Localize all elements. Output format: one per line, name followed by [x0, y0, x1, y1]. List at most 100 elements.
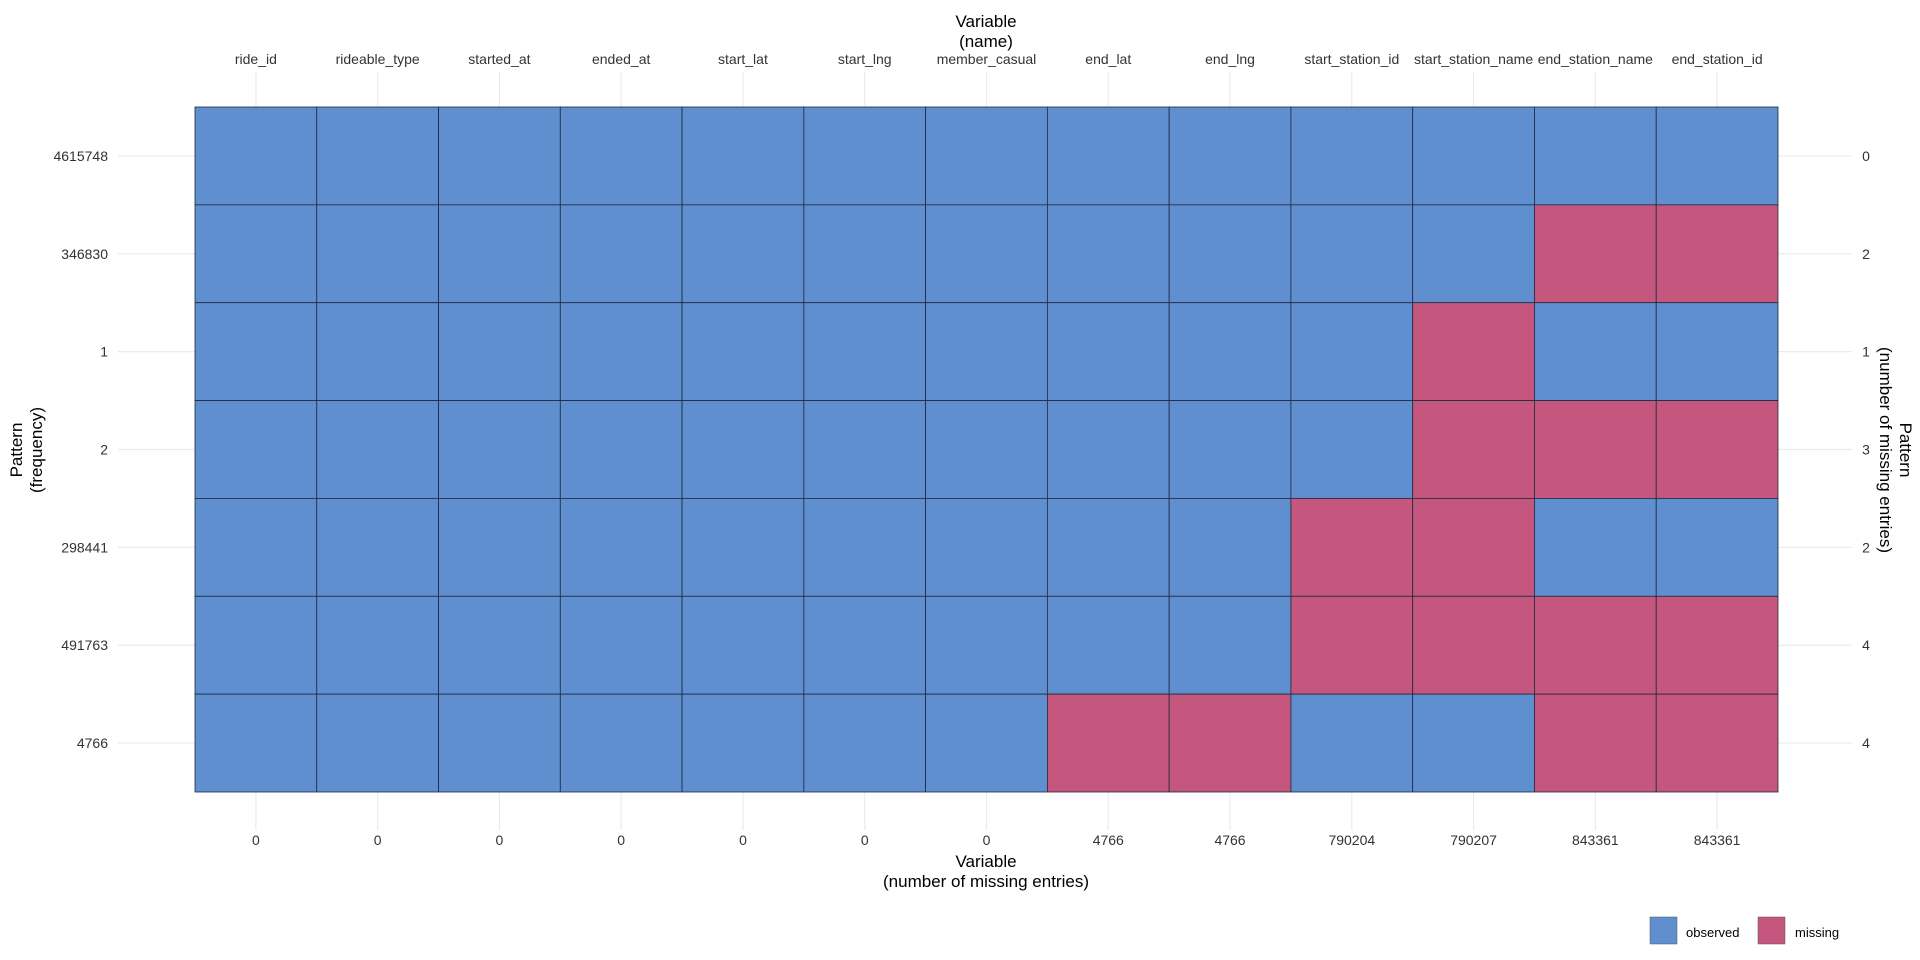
- observed-cell: [559, 498, 683, 597]
- observed-cell: [803, 204, 927, 304]
- observed-cell: [1168, 204, 1292, 304]
- pattern-missing-count-label: 2: [1862, 246, 1870, 262]
- observed-cell: [803, 595, 927, 695]
- variable-missing-count-label: 4766: [1214, 832, 1245, 848]
- observed-cell: [1534, 302, 1657, 401]
- observed-cell: [438, 693, 561, 793]
- left-axis-title-line2: (frequency): [27, 407, 46, 493]
- variable-name-label: started_at: [468, 51, 530, 67]
- observed-cell: [1046, 498, 1170, 597]
- variable-name-label: start_station_id: [1304, 51, 1399, 67]
- bottom-axis-title-line1: Variable: [955, 852, 1016, 871]
- observed-cell: [1412, 204, 1535, 304]
- legend-swatch-observed: [1649, 916, 1678, 945]
- variable-missing-count-label: 843361: [1572, 832, 1619, 848]
- pattern-missing-count-label: 4: [1862, 735, 1870, 751]
- observed-cell: [1046, 302, 1170, 401]
- variable-name-label: end_lng: [1205, 51, 1255, 67]
- observed-cell: [681, 595, 805, 695]
- observed-cell: [1534, 106, 1657, 206]
- pattern-frequency-label: 2: [100, 442, 108, 458]
- observed-cell: [559, 595, 683, 695]
- missing-cell: [1534, 400, 1657, 499]
- legend-swatch-missing: [1757, 916, 1786, 945]
- left-axis-title-line1: Pattern: [7, 423, 26, 478]
- observed-cell: [925, 204, 1048, 304]
- observed-cell: [1534, 498, 1657, 597]
- pattern-missing-count-label: 1: [1862, 344, 1870, 360]
- observed-cell: [1168, 400, 1292, 499]
- observed-cell: [194, 106, 318, 206]
- observed-cell: [681, 204, 805, 304]
- pattern-missing-count-label: 4: [1862, 637, 1870, 653]
- observed-cell: [438, 595, 561, 695]
- observed-cell: [559, 204, 683, 304]
- observed-cell: [438, 204, 561, 304]
- missing-cell: [1412, 595, 1535, 695]
- variable-name-label: start_station_name: [1414, 51, 1533, 67]
- missing-cell: [1655, 693, 1779, 793]
- variable-name-label: start_lat: [718, 51, 768, 67]
- observed-cell: [316, 204, 439, 304]
- observed-cell: [1290, 106, 1414, 206]
- missing-cell: [1046, 693, 1170, 793]
- variable-missing-count-label: 790204: [1328, 832, 1375, 848]
- observed-cell: [438, 302, 561, 401]
- observed-cell: [316, 400, 439, 499]
- pattern-missing-count-label: 2: [1862, 539, 1870, 555]
- observed-cell: [559, 302, 683, 401]
- legend: observed missing: [1649, 916, 1839, 945]
- cells-layer: [194, 106, 1779, 793]
- observed-cell: [925, 106, 1048, 206]
- observed-cell: [1046, 400, 1170, 499]
- variable-name-label: member_casual: [937, 51, 1037, 67]
- missing-cell: [1412, 498, 1535, 597]
- observed-cell: [1655, 302, 1779, 401]
- observed-cell: [194, 302, 318, 401]
- observed-cell: [316, 302, 439, 401]
- pattern-frequency-label: 1: [100, 344, 108, 360]
- observed-cell: [194, 595, 318, 695]
- observed-cell: [1168, 302, 1292, 401]
- observed-cell: [1168, 595, 1292, 695]
- observed-cell: [803, 106, 927, 206]
- observed-cell: [925, 498, 1048, 597]
- variable-missing-count-label: 843361: [1694, 832, 1741, 848]
- bottom-axis-title-line2: (number of missing entries): [883, 872, 1089, 891]
- variable-name-label: ride_id: [235, 51, 277, 67]
- observed-cell: [438, 400, 561, 499]
- observed-cell: [438, 498, 561, 597]
- variable-name-label: ended_at: [592, 51, 651, 67]
- top-axis-title-line2: (name): [959, 32, 1013, 51]
- observed-cell: [925, 693, 1048, 793]
- variable-missing-count-label: 0: [252, 832, 260, 848]
- missing-cell: [1290, 595, 1414, 695]
- observed-cell: [1412, 693, 1535, 793]
- observed-cell: [681, 498, 805, 597]
- pattern-missing-count-label: 0: [1862, 148, 1870, 164]
- variable-name-label: end_station_name: [1538, 51, 1653, 67]
- missing-cell: [1655, 400, 1779, 499]
- legend-label-missing: missing: [1795, 925, 1839, 940]
- observed-cell: [925, 400, 1048, 499]
- observed-cell: [803, 302, 927, 401]
- missing-cell: [1534, 595, 1657, 695]
- pattern-frequency-label: 298441: [61, 539, 108, 555]
- observed-cell: [925, 302, 1048, 401]
- missing-cell: [1290, 498, 1414, 597]
- observed-cell: [803, 693, 927, 793]
- observed-cell: [681, 106, 805, 206]
- observed-cell: [1046, 204, 1170, 304]
- observed-cell: [194, 498, 318, 597]
- observed-cell: [194, 400, 318, 499]
- variable-missing-count-label: 4766: [1093, 832, 1124, 848]
- observed-cell: [194, 693, 318, 793]
- observed-cell: [316, 595, 439, 695]
- missing-cell: [1534, 204, 1657, 304]
- variable-missing-count-label: 790207: [1450, 832, 1497, 848]
- observed-cell: [681, 693, 805, 793]
- pattern-frequency-label: 491763: [61, 637, 108, 653]
- observed-cell: [1168, 106, 1292, 206]
- observed-cell: [681, 302, 805, 401]
